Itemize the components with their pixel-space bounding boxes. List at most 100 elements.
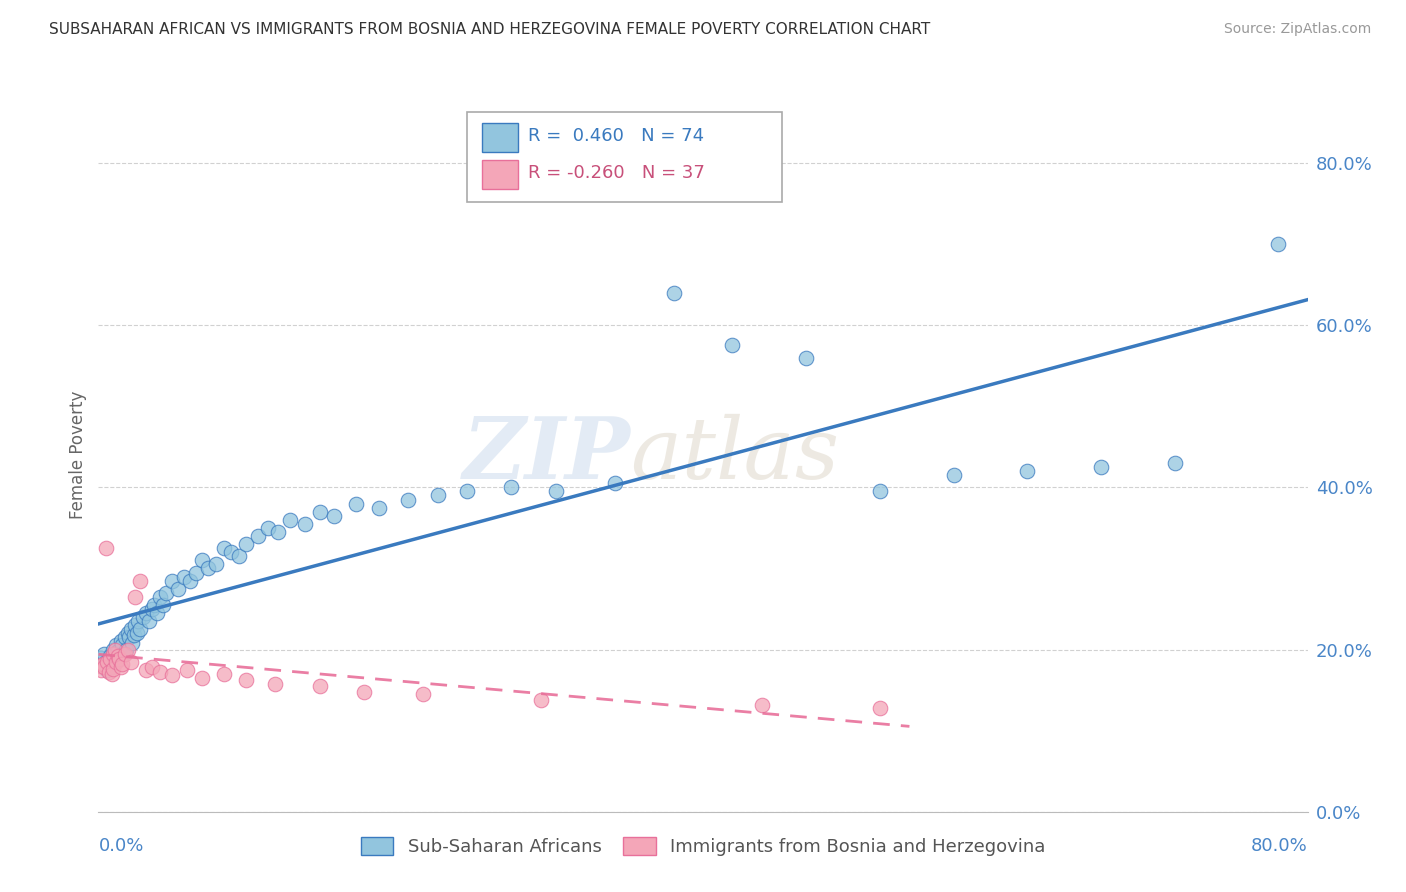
- Text: Source: ZipAtlas.com: Source: ZipAtlas.com: [1223, 22, 1371, 37]
- Point: [91, 657, 114, 672]
- Bar: [482, 161, 517, 189]
- Point: [308, 679, 330, 693]
- Point: [152, 598, 174, 612]
- Y-axis label: Female Poverty: Female Poverty: [69, 391, 87, 519]
- Point: [167, 582, 190, 596]
- Point: [235, 673, 257, 688]
- Point: [246, 529, 269, 543]
- Point: [93, 660, 115, 674]
- Point: [101, 657, 124, 671]
- Point: [530, 693, 553, 707]
- Point: [117, 626, 139, 640]
- Point: [205, 558, 228, 572]
- Point: [115, 642, 138, 657]
- Text: 0.0%: 0.0%: [98, 837, 143, 855]
- Point: [149, 665, 172, 680]
- Point: [869, 701, 891, 715]
- Point: [794, 351, 817, 365]
- Point: [118, 631, 141, 645]
- Point: [146, 606, 169, 620]
- Point: [89, 658, 111, 673]
- Point: [257, 521, 280, 535]
- Point: [107, 648, 129, 663]
- Point: [108, 652, 131, 666]
- Point: [212, 666, 235, 681]
- Point: [155, 586, 177, 600]
- Bar: [482, 123, 517, 152]
- Text: SUBSAHARAN AFRICAN VS IMMIGRANTS FROM BOSNIA AND HERZEGOVINA FEMALE POVERTY CORR: SUBSAHARAN AFRICAN VS IMMIGRANTS FROM BO…: [49, 22, 931, 37]
- Point: [114, 647, 136, 661]
- Legend: Sub-Saharan Africans, Immigrants from Bosnia and Herzegovina: Sub-Saharan Africans, Immigrants from Bo…: [353, 830, 1053, 863]
- Point: [108, 652, 131, 666]
- Point: [112, 647, 135, 661]
- Point: [97, 652, 120, 666]
- Point: [105, 639, 128, 653]
- Point: [501, 480, 523, 494]
- Point: [122, 628, 145, 642]
- Point: [160, 668, 183, 682]
- Point: [184, 566, 207, 580]
- Text: 80.0%: 80.0%: [1251, 837, 1308, 855]
- Point: [101, 642, 124, 657]
- Point: [128, 622, 150, 636]
- FancyBboxPatch shape: [467, 112, 782, 202]
- Point: [111, 639, 134, 653]
- Point: [121, 636, 143, 650]
- Point: [135, 606, 157, 620]
- Point: [96, 663, 118, 677]
- Point: [125, 626, 148, 640]
- Point: [1267, 237, 1289, 252]
- Point: [105, 655, 128, 669]
- Point: [93, 647, 115, 661]
- Point: [1017, 464, 1039, 478]
- Point: [235, 537, 257, 551]
- Point: [426, 488, 449, 502]
- Point: [412, 687, 434, 701]
- Point: [721, 338, 744, 352]
- Point: [353, 684, 375, 698]
- Point: [124, 618, 146, 632]
- Point: [308, 505, 330, 519]
- Point: [94, 541, 117, 556]
- Point: [456, 484, 478, 499]
- Point: [131, 610, 153, 624]
- Point: [603, 476, 626, 491]
- Point: [323, 508, 346, 523]
- Point: [128, 574, 150, 588]
- Point: [228, 549, 250, 564]
- Point: [264, 676, 287, 690]
- Point: [114, 631, 136, 645]
- Point: [143, 598, 166, 612]
- Point: [97, 665, 120, 680]
- Point: [212, 541, 235, 556]
- Point: [127, 614, 149, 628]
- Point: [367, 500, 389, 515]
- Point: [396, 492, 419, 507]
- Point: [100, 660, 122, 674]
- Point: [141, 602, 163, 616]
- Point: [117, 642, 139, 657]
- Point: [751, 698, 773, 712]
- Point: [267, 524, 290, 539]
- Point: [104, 642, 127, 657]
- Point: [90, 650, 112, 665]
- Point: [104, 647, 127, 661]
- Point: [190, 553, 212, 567]
- Point: [662, 285, 685, 300]
- Point: [107, 644, 129, 658]
- Point: [942, 468, 965, 483]
- Point: [94, 655, 117, 669]
- Point: [89, 655, 111, 669]
- Text: ZIP: ZIP: [463, 413, 630, 497]
- Point: [176, 663, 198, 677]
- Point: [91, 658, 114, 673]
- Point: [141, 660, 163, 674]
- Point: [101, 662, 124, 676]
- Point: [98, 652, 121, 666]
- Point: [101, 647, 124, 661]
- Point: [197, 561, 219, 575]
- Point: [869, 484, 891, 499]
- Point: [120, 622, 142, 636]
- Point: [294, 516, 316, 531]
- Point: [179, 574, 201, 588]
